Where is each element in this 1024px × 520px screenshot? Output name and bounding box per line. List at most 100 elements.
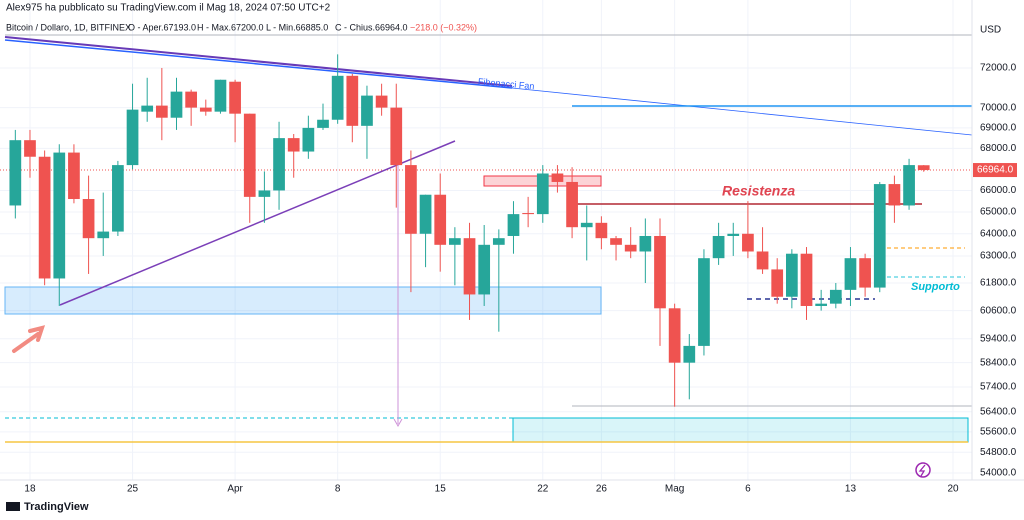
candle-body	[815, 303, 828, 306]
candle-body	[639, 235, 652, 252]
candle-body	[844, 258, 857, 290]
candle-body	[38, 156, 51, 279]
candle-body	[551, 173, 564, 182]
fib-fan-line	[4, 39, 513, 89]
legend-low: L - Min.66885.0	[266, 22, 328, 32]
candle-body	[449, 238, 461, 245]
x-tick-label: Apr	[227, 484, 243, 495]
candle-body	[405, 165, 417, 234]
grid	[0, 0, 972, 480]
candle-body	[668, 308, 681, 363]
candle-body	[859, 258, 871, 288]
candle-body	[566, 181, 578, 228]
candle-body	[624, 244, 637, 252]
candle-body	[361, 95, 373, 126]
candle-body	[771, 269, 784, 297]
candle-body	[610, 238, 622, 245]
header: Alex975 ha pubblicato su TradingView.com…	[6, 3, 331, 14]
x-tick-label: Mag	[665, 484, 684, 495]
footer: TradingView	[24, 501, 89, 513]
candle-body	[742, 233, 754, 252]
alert-icon	[915, 462, 931, 478]
drawings: Fibonacci Fan Resistenza Supporto	[4, 34, 973, 478]
legend-high: H - Max.67200.0	[197, 22, 264, 32]
candle-body	[756, 251, 769, 270]
y-tick-label: 58400.0	[980, 357, 1017, 368]
x-tick-label: 8	[335, 484, 341, 495]
candle-body	[375, 95, 388, 108]
candle-body	[522, 213, 534, 215]
legend-close: C - Chius.66964.0	[335, 22, 408, 32]
candle-body	[698, 258, 710, 346]
candle-body	[9, 140, 22, 206]
candle-body	[434, 194, 447, 245]
y-tick-label: 70000.0	[980, 102, 1017, 113]
y-tick-label: 72000.0	[980, 63, 1017, 74]
candle-body	[155, 105, 168, 118]
y-tick-label: 56400.0	[980, 406, 1017, 417]
candle-body	[199, 107, 212, 112]
candle-body	[492, 238, 505, 245]
candle-body	[53, 152, 66, 279]
candle-body	[654, 235, 666, 309]
candle-body	[24, 140, 36, 157]
candle-body	[97, 231, 110, 239]
arrow-head	[393, 418, 403, 428]
annotation: Supporto	[911, 281, 960, 293]
annotation: Fibonacci Fan	[478, 76, 535, 91]
trendline	[59, 140, 456, 306]
candle-body	[287, 138, 300, 152]
candle-body	[595, 222, 608, 239]
fib-fan-line	[511, 87, 973, 136]
candle-body	[346, 75, 359, 126]
candle-body	[126, 109, 139, 166]
legend-change: −218.0 (−0.32%)	[410, 22, 477, 32]
target-zone	[512, 417, 969, 443]
annotation: Resistenza	[722, 183, 795, 199]
candle-body	[873, 184, 886, 288]
candle-body	[800, 253, 813, 306]
candle-body	[829, 289, 842, 304]
candle-body	[390, 107, 403, 166]
y-tick-label: 60600.0	[980, 305, 1017, 316]
x-tick-label: 26	[596, 484, 608, 495]
y-tick-label: 64000.0	[980, 228, 1017, 239]
y-tick-label: 57400.0	[980, 382, 1017, 393]
x-tick-label: 15	[435, 484, 447, 495]
candle-body	[243, 113, 256, 197]
candle-body	[170, 91, 183, 118]
candle-body	[580, 222, 593, 228]
trendline	[4, 36, 513, 87]
currency: USD	[980, 25, 1001, 36]
candle-body	[785, 253, 798, 297]
y-tick-label: 54800.0	[980, 447, 1017, 458]
candle-body	[727, 233, 740, 236]
candle-body	[258, 190, 271, 197]
candle-body	[507, 214, 520, 236]
y-tick-label: 68000.0	[980, 143, 1017, 154]
candle-body	[903, 165, 915, 206]
candle-body	[112, 165, 124, 232]
x-tick-label: 18	[24, 484, 36, 495]
x-tick-label: 13	[845, 484, 857, 495]
y-tick-label: 63000.0	[980, 251, 1017, 262]
candle-body	[712, 235, 725, 259]
y-tick-label: 55600.0	[980, 426, 1017, 437]
x-tick-label: 20	[947, 484, 959, 495]
candle-body	[214, 79, 227, 112]
y-tick-label: 69000.0	[980, 123, 1017, 134]
candle-body	[141, 105, 154, 112]
candle-body	[536, 173, 549, 215]
y-tick-label: 59400.0	[980, 333, 1017, 344]
price-label-box	[973, 163, 1017, 178]
legend-symbol: Bitcoin / Dollaro, 1D, BITFINEX	[6, 22, 131, 32]
logo	[6, 502, 20, 511]
x-tick-label: 22	[537, 484, 549, 495]
candle-body	[478, 244, 491, 295]
price-label: 66964.0	[977, 165, 1014, 176]
arrow-icon	[12, 325, 46, 353]
candle-body	[68, 152, 80, 200]
candle-body	[273, 138, 285, 191]
y-tick-label: 54000.0	[980, 468, 1017, 479]
